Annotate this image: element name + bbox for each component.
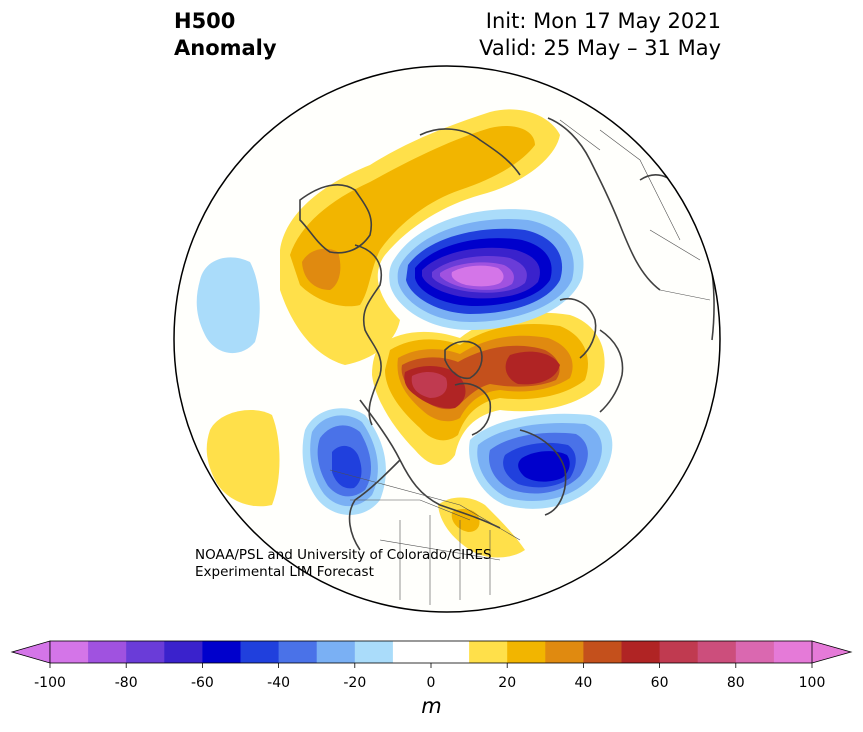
colorbar-segment <box>545 641 584 663</box>
colorbar-unit: m <box>421 694 442 718</box>
colorbar-segment <box>164 641 203 663</box>
borders <box>329 119 711 605</box>
colorbar-segment <box>354 641 394 663</box>
globe-boundary <box>173 65 721 613</box>
colorbar-segment <box>431 641 470 663</box>
colorbar-segment <box>621 641 661 663</box>
colorbar-segment <box>735 641 775 663</box>
anomaly-alaska-low <box>302 408 386 515</box>
colorbar-segment <box>202 641 241 663</box>
colorbar-segment <box>469 641 508 663</box>
anomaly-arctic-low <box>389 209 584 330</box>
colorbar-under-arrow <box>10 640 51 664</box>
credit-line-2: Experimental LIM Forecast <box>195 563 374 580</box>
colorbar-segment <box>126 641 165 663</box>
colorbar-segment <box>773 641 813 663</box>
anomaly-eurasia-ridge <box>280 109 560 365</box>
forecast-dates: Init: Mon 17 May 2021 Valid: 25 May – 31… <box>479 8 721 62</box>
colorbar-tick-label: -80 <box>115 675 138 691</box>
colorbar-tick-label: 40 <box>574 675 592 691</box>
anomaly-greenland-high <box>372 312 605 466</box>
colorbar-segment <box>507 641 546 663</box>
colorbar-segments <box>50 641 813 663</box>
colorbar-tick-label: 60 <box>651 675 669 691</box>
credit-text: NOAA/PSL and University of Colorado/CIRE… <box>195 547 492 580</box>
colorbar-segment <box>659 641 699 663</box>
anomaly-pacific-low <box>196 257 260 354</box>
colorbar-tick-label: -100 <box>34 675 66 691</box>
colorbar-tick-label: 80 <box>727 675 745 691</box>
coastlines <box>299 117 715 551</box>
colorbar-segment <box>316 641 356 663</box>
colorbar-segment <box>392 641 432 663</box>
colorbar-segment <box>278 641 318 663</box>
colorbar-tick-label: -20 <box>343 675 366 691</box>
anomaly-pacific-high <box>206 410 280 507</box>
colorbar-tick-label: -60 <box>191 675 214 691</box>
colorbar-tick-label: 0 <box>427 675 436 691</box>
colorbar-segment <box>240 641 280 663</box>
colorbar-tick-label: 20 <box>498 675 516 691</box>
credit-line-1: NOAA/PSL and University of Colorado/CIRE… <box>195 547 492 563</box>
colorbar-tick-label: -40 <box>267 675 290 691</box>
colorbar-segment <box>50 641 89 663</box>
anomaly-field <box>196 109 715 605</box>
colorbar-ticks: -100 -80 -60 -40 -20 0 20 40 60 80 100 <box>34 663 825 691</box>
map-title: H500 Anomaly <box>174 8 277 62</box>
colorbar-tick-label: 100 <box>799 675 826 691</box>
init-date: Init: Mon 17 May 2021 <box>485 9 721 33</box>
colorbar-segment <box>583 641 622 663</box>
colorbar: -100 -80 -60 -40 -20 0 20 40 60 80 100 <box>10 640 853 691</box>
colorbar-segment <box>88 641 127 663</box>
polar-map <box>173 65 721 613</box>
title-variable: H500 <box>174 9 236 33</box>
title-subtitle: Anomaly <box>174 36 277 60</box>
anomaly-greatlakes-high-inner <box>451 508 480 532</box>
valid-range: Valid: 25 May – 31 May <box>479 36 721 60</box>
colorbar-over-arrow <box>811 640 853 664</box>
colorbar-segment <box>697 641 737 663</box>
